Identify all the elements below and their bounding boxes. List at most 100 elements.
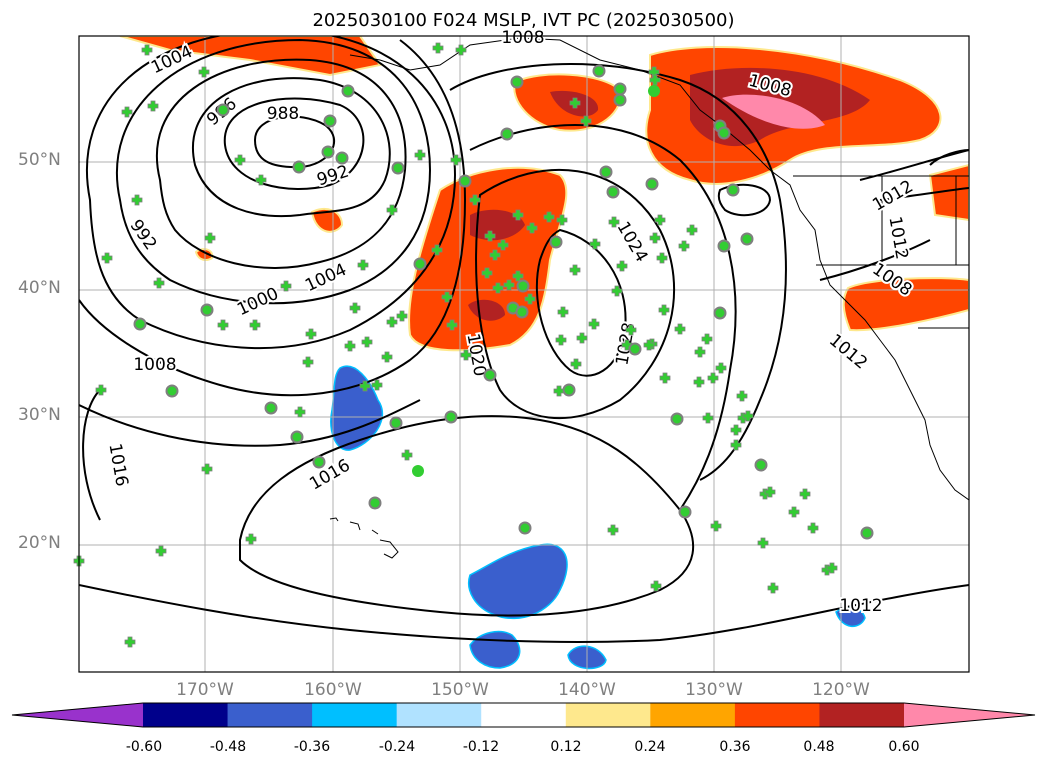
colorbar-segment (565, 703, 651, 727)
station-dot-marker (264, 401, 278, 415)
station-plus-marker (589, 238, 601, 250)
contour-label: 1008 (501, 28, 544, 48)
station-plus-marker (198, 66, 210, 78)
station-dot-marker (510, 75, 524, 89)
station-plus-marker (569, 264, 581, 276)
station-dot-marker (515, 305, 529, 319)
station-plus-marker (555, 334, 567, 346)
station-plus-marker (678, 240, 690, 252)
station-plus-marker (101, 252, 113, 264)
station-dot-marker (549, 235, 563, 249)
station-plus-marker (767, 582, 779, 594)
lon-label-120w: 120°W (812, 680, 870, 700)
colorbar-tick: 0.12 (550, 739, 582, 755)
colorbar-tick: -0.36 (293, 739, 331, 755)
lon-label-160w: 160°W (304, 680, 362, 700)
station-plus-marker (371, 379, 383, 391)
colorbar-tick: 0.36 (719, 739, 751, 755)
station-dot-marker (312, 455, 326, 469)
station-dot-marker (368, 496, 382, 510)
contour-label: 1012 (884, 215, 911, 261)
coastlines (329, 37, 969, 559)
station-dot-marker (335, 151, 349, 165)
station-dot-marker (483, 368, 497, 382)
station-dot-marker (290, 430, 304, 444)
station-plus-marker (553, 385, 565, 397)
station-dot-marker (613, 93, 627, 107)
contour-label: 1012 (839, 596, 882, 616)
station-plus-marker (694, 346, 706, 358)
station-plus-marker (147, 100, 159, 112)
station-dot-marker (648, 85, 660, 97)
station-dot-marker (391, 161, 405, 175)
map-title: 2025030100 F024 MSLP, IVT PC (2025030500… (312, 10, 735, 31)
station-dot-marker (645, 177, 659, 191)
station-plus-marker (396, 310, 408, 322)
station-plus-marker (201, 463, 213, 475)
station-plus-marker (710, 520, 722, 532)
station-plus-marker (153, 277, 165, 289)
station-plus-marker (357, 259, 369, 271)
contour-label: 992 (314, 161, 351, 190)
station-dot-marker (613, 82, 627, 96)
station-plus-marker (588, 318, 600, 330)
colorbar-tick: -0.12 (462, 739, 500, 755)
station-dot-marker (628, 342, 642, 356)
station-dot-marker (606, 185, 620, 199)
colorbar-tick: -0.24 (378, 739, 416, 755)
station-plus-marker (294, 406, 306, 418)
lon-label-150w: 150°W (431, 680, 489, 700)
contour-label: 1016 (104, 442, 131, 488)
station-plus-marker (204, 232, 216, 244)
station-plus-marker (217, 319, 229, 331)
station-plus-marker (788, 506, 800, 518)
station-plus-marker (702, 412, 714, 424)
station-dot-marker (518, 521, 532, 535)
station-plus-marker (736, 390, 748, 402)
colorbar-segment (650, 703, 736, 727)
station-dot-marker (444, 410, 458, 424)
station-plus-marker (155, 545, 167, 557)
colorbar-segment (143, 703, 229, 727)
lat-label-40n: 40°N (18, 278, 61, 298)
station-plus-marker (305, 328, 317, 340)
station-plus-marker (730, 424, 742, 436)
station-plus-marker (686, 224, 698, 236)
mslp-contours (79, 36, 969, 643)
station-dot-marker (860, 526, 874, 540)
station-plus-marker (361, 336, 373, 348)
colorbar-segment (396, 703, 482, 727)
station-dot-marker (133, 317, 147, 331)
station-plus-marker (576, 332, 588, 344)
station-plus-marker (557, 306, 569, 318)
contour-label: 988 (267, 104, 299, 124)
map-frame (78, 35, 970, 673)
contour-label: 1000 (234, 284, 282, 320)
station-plus-marker (807, 522, 819, 534)
station-plus-marker (381, 351, 393, 363)
station-plus-marker (674, 323, 686, 335)
colorbar-segment (227, 703, 313, 727)
station-dot-marker (389, 416, 403, 430)
station-dot-marker (341, 84, 355, 98)
station-dot-marker (713, 306, 727, 320)
colorbar-extend-low (12, 703, 143, 727)
station-plus-marker (659, 372, 671, 384)
station-dot-marker (678, 505, 692, 519)
station-dot-marker (216, 103, 230, 117)
colorbar-tick: 0.24 (634, 739, 666, 755)
station-dot-marker (754, 458, 768, 472)
colorbar-extend-high (904, 703, 1035, 727)
station-dot-marker (323, 114, 337, 128)
station-plus-marker (701, 333, 713, 345)
contour-label: 1008 (133, 355, 176, 375)
station-dot-marker (516, 279, 530, 293)
station-dot-marker (562, 383, 576, 397)
station-plus-marker (658, 304, 670, 316)
station-plus-marker (234, 154, 246, 166)
lon-label-140w: 140°W (558, 680, 616, 700)
station-plus-marker (401, 449, 413, 461)
station-dot-marker (740, 232, 754, 246)
station-markers (73, 42, 874, 648)
